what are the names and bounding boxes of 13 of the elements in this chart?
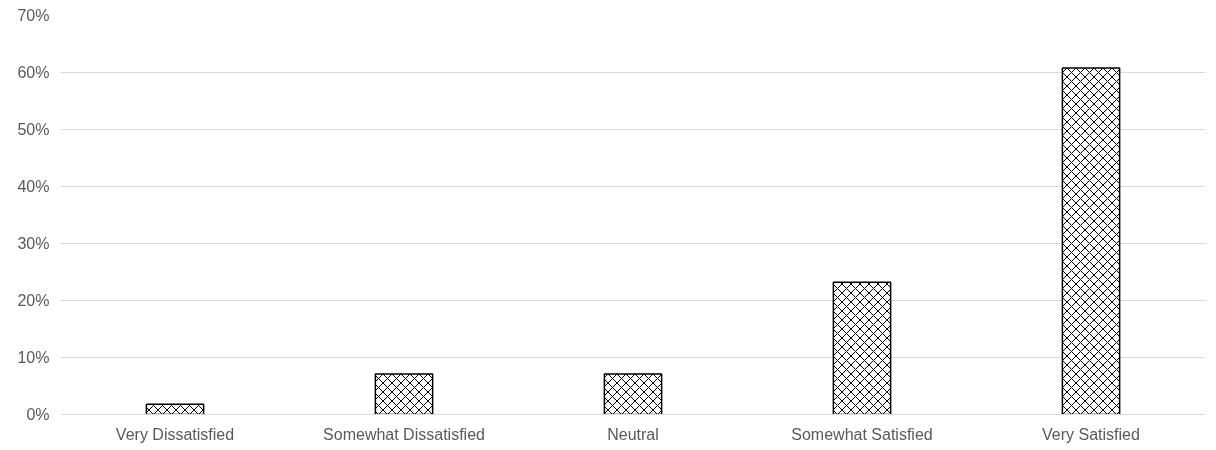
y-tick-label: 20%	[17, 292, 50, 309]
y-tick-label: 0%	[26, 406, 50, 423]
y-tick-label: 50%	[17, 121, 50, 138]
y-tick-label: 60%	[17, 64, 50, 81]
y-tick-label: 40%	[17, 178, 50, 195]
y-tick-label: 10%	[17, 349, 50, 366]
x-tick-label: Somewhat Dissatisfied	[323, 425, 485, 443]
x-tick-label: Somewhat Satisfied	[791, 425, 933, 443]
x-tick-label: Neutral	[607, 425, 659, 443]
y-tick-label: 70%	[17, 7, 50, 24]
x-tick-label: Very Dissatisfied	[115, 425, 235, 443]
x-tick-label: Very Satisfied	[1042, 425, 1140, 443]
y-tick-label: 30%	[17, 235, 50, 252]
